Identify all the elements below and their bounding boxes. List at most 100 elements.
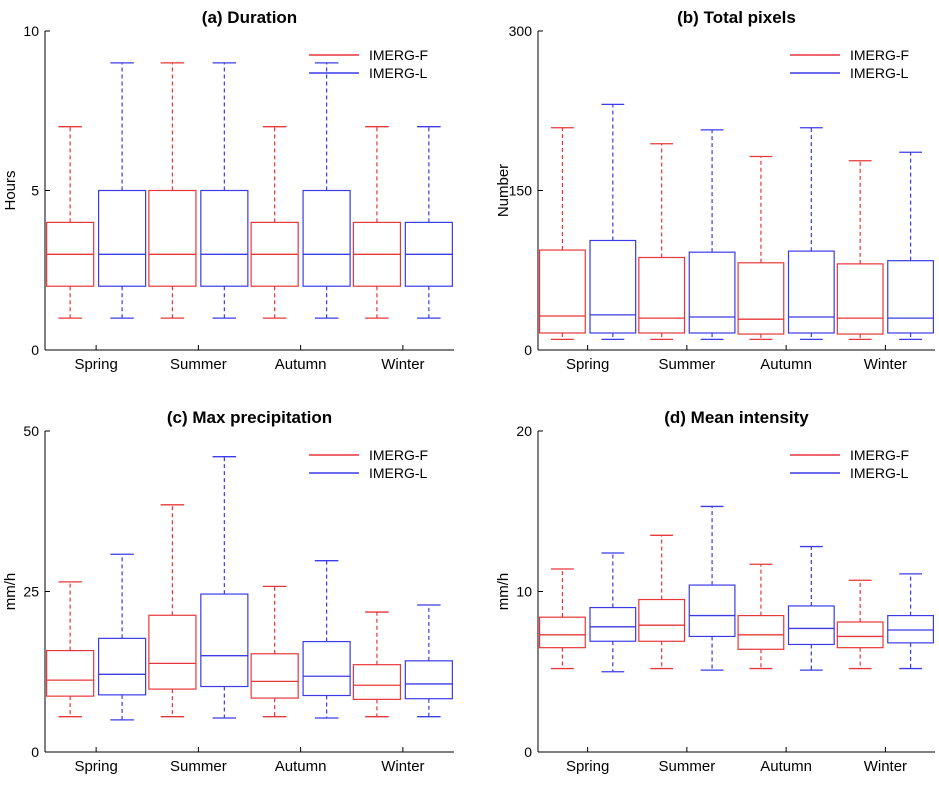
legend-label-imerg-f: IMERG-F bbox=[850, 447, 909, 463]
y-tick-label: 10 bbox=[23, 23, 39, 39]
box-imerg-l-autumn bbox=[787, 545, 835, 671]
iqr-box bbox=[887, 260, 935, 334]
x-tick-label: Autumn bbox=[275, 758, 327, 775]
iqr-box bbox=[887, 614, 935, 644]
x-tick-label: Summer bbox=[170, 356, 227, 373]
box-imerg-l-spring bbox=[589, 103, 637, 341]
box-imerg-l-winter bbox=[404, 126, 453, 319]
iqr-box bbox=[97, 189, 147, 287]
panel-1: (a) Duration Hours 0 5 10 Spring Summer Autumn W… bbox=[2, 8, 454, 373]
iqr-box bbox=[737, 262, 785, 335]
legend: IMERG-F IMERG-L bbox=[309, 47, 428, 81]
x-tick-label: Spring bbox=[566, 758, 609, 775]
x-tick-label: Winter bbox=[381, 758, 424, 775]
legend-label-imerg-f: IMERG-F bbox=[369, 447, 428, 463]
y-tick-label: 25 bbox=[23, 584, 39, 600]
box-imerg-f-autumn bbox=[737, 563, 785, 670]
iqr-box bbox=[787, 250, 835, 334]
y-tick-label: 0 bbox=[31, 342, 39, 358]
box-imerg-f-spring bbox=[538, 127, 586, 341]
iqr-box bbox=[250, 653, 299, 699]
panel-4: (d) Mean intensity mm/h 0 10 20 Spring Summer A… bbox=[495, 408, 935, 775]
iqr-box bbox=[737, 614, 785, 650]
y-axis-label: Hours bbox=[2, 170, 19, 210]
iqr-box bbox=[638, 598, 686, 642]
y-tick-label: 5 bbox=[31, 183, 39, 199]
box-imerg-f-winter bbox=[836, 579, 884, 670]
x-tick-label: Summer bbox=[659, 758, 716, 775]
x-tick-label: Winter bbox=[381, 356, 424, 373]
iqr-box bbox=[148, 189, 197, 287]
y-axis-label: Number bbox=[495, 164, 512, 217]
box-imerg-f-summer bbox=[638, 143, 686, 341]
iqr-box bbox=[638, 256, 686, 334]
box-imerg-l-summer bbox=[688, 129, 736, 341]
iqr-box bbox=[688, 251, 736, 334]
box-imerg-l-winter bbox=[887, 573, 935, 670]
box-imerg-f-spring bbox=[538, 568, 586, 670]
x-tick-label: Winter bbox=[864, 356, 907, 373]
box-imerg-l-winter bbox=[887, 151, 935, 341]
box-imerg-f-summer bbox=[148, 62, 197, 319]
x-tick-label: Autumn bbox=[275, 356, 327, 373]
x-tick-label: Winter bbox=[864, 758, 907, 775]
y-tick-label: 0 bbox=[31, 744, 39, 760]
legend-label-imerg-f: IMERG-F bbox=[850, 47, 909, 63]
box-imerg-f-summer bbox=[148, 504, 197, 718]
iqr-box bbox=[352, 664, 402, 700]
box-imerg-l-winter bbox=[404, 604, 453, 718]
x-tick-label: Spring bbox=[566, 356, 609, 373]
x-tick-label: Summer bbox=[170, 758, 227, 775]
legend-label-imerg-l: IMERG-L bbox=[850, 465, 909, 481]
x-tick-label: Summer bbox=[659, 356, 716, 373]
iqr-box bbox=[836, 621, 884, 649]
iqr-box bbox=[200, 593, 249, 688]
y-tick-label: 150 bbox=[509, 183, 533, 199]
box-imerg-l-autumn bbox=[302, 62, 351, 319]
y-tick-label: 50 bbox=[23, 423, 39, 439]
legend: IMERG-F IMERG-L bbox=[790, 447, 909, 481]
box-imerg-f-winter bbox=[352, 611, 402, 718]
box-imerg-l-spring bbox=[589, 552, 637, 673]
iqr-box bbox=[302, 189, 351, 287]
panel-title: (a) Duration bbox=[202, 8, 297, 27]
iqr-box bbox=[538, 616, 586, 649]
legend-label-imerg-l: IMERG-L bbox=[850, 65, 909, 81]
iqr-box bbox=[836, 263, 884, 335]
box-imerg-f-autumn bbox=[250, 585, 299, 718]
y-tick-label: 0 bbox=[524, 342, 532, 358]
iqr-box bbox=[200, 189, 249, 287]
iqr-box bbox=[538, 249, 586, 334]
x-tick-label: Autumn bbox=[760, 758, 812, 775]
x-tick-label: Autumn bbox=[760, 356, 812, 373]
panel-3: (c) Max precipitation mm/h 0 25 50 Spring Summ… bbox=[2, 408, 454, 775]
y-tick-label: 300 bbox=[509, 23, 533, 39]
box-imerg-l-autumn bbox=[302, 560, 351, 719]
iqr-box bbox=[46, 649, 95, 697]
y-tick-label: 10 bbox=[516, 584, 532, 600]
x-tick-label: Spring bbox=[74, 758, 117, 775]
box-imerg-l-summer bbox=[200, 456, 249, 719]
panel-title: (d) Mean intensity bbox=[664, 408, 809, 427]
box-imerg-f-summer bbox=[638, 534, 686, 670]
box-imerg-l-summer bbox=[688, 505, 736, 671]
legend-label-imerg-l: IMERG-L bbox=[369, 465, 428, 481]
legend-label-imerg-l: IMERG-L bbox=[369, 65, 428, 81]
panel-title: (b) Total pixels bbox=[677, 8, 796, 27]
box-imerg-l-summer bbox=[200, 62, 249, 319]
y-axis-label: mm/h bbox=[495, 573, 512, 611]
panel-2: (b) Total pixels Number 0 150 300 Spring Summe… bbox=[495, 8, 935, 373]
box-imerg-f-winter bbox=[836, 160, 884, 341]
legend-label-imerg-f: IMERG-F bbox=[369, 47, 428, 63]
box-imerg-f-winter bbox=[352, 126, 402, 319]
legend: IMERG-F IMERG-L bbox=[309, 447, 428, 481]
iqr-box bbox=[688, 584, 736, 638]
y-axis-label: mm/h bbox=[2, 573, 19, 611]
box-imerg-l-spring bbox=[97, 553, 147, 721]
x-tick-label: Spring bbox=[74, 356, 117, 373]
y-tick-label: 0 bbox=[524, 744, 532, 760]
iqr-box bbox=[787, 605, 835, 646]
box-imerg-f-spring bbox=[46, 126, 95, 319]
